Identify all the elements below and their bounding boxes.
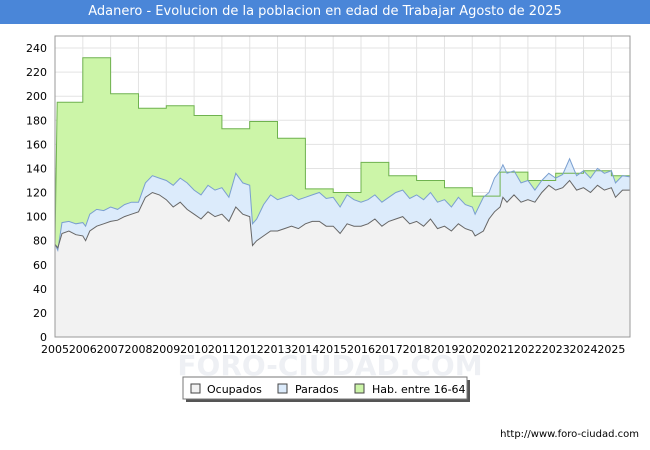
legend-box — [182, 376, 468, 400]
y-tick-label: 0 — [40, 331, 47, 344]
x-tick-label: 2011 — [208, 343, 236, 356]
y-tick-label: 200 — [26, 90, 47, 103]
x-tick-label: 2022 — [514, 343, 542, 356]
y-tick-label: 140 — [26, 162, 47, 175]
x-tick-label: 2020 — [458, 343, 486, 356]
x-tick-label: 2013 — [264, 343, 292, 356]
plot-border — [54, 35, 631, 338]
legend-label-habitantes: Hab. entre 16-64 — [372, 383, 466, 396]
x-tick-label: 2008 — [124, 343, 152, 356]
y-tick-label: 180 — [26, 114, 47, 127]
x-tick-label: 2021 — [486, 343, 514, 356]
legend-swatch-habitantes — [354, 383, 365, 394]
chart-title: Adanero - Evolucion de la poblacion en e… — [0, 0, 650, 24]
x-tick-label: 2005 — [41, 343, 69, 356]
series-areas — [55, 57, 630, 337]
y-tick-label: 80 — [33, 235, 47, 248]
area-ocupados — [55, 180, 630, 337]
x-axis-ticks: 2005 2006 2007 2008 2009 2010 2011 2012 2013 2014… — [41, 343, 625, 356]
x-tick-label: 2007 — [97, 343, 125, 356]
x-tick-label: 2018 — [403, 343, 431, 356]
line-ocupados — [54, 179, 630, 249]
x-tick-label: 2017 — [375, 343, 403, 356]
y-tick-label: 60 — [33, 259, 47, 272]
x-tick-label: 2019 — [430, 343, 458, 356]
legend-swatch-ocupados — [190, 383, 201, 394]
x-tick-label: 2010 — [180, 343, 208, 356]
x-tick-label: 2025 — [597, 343, 625, 356]
y-tick-label: 160 — [26, 138, 47, 151]
x-tick-label: 2016 — [347, 343, 375, 356]
x-tick-label: 2009 — [152, 343, 180, 356]
x-tick-label: 2012 — [236, 343, 264, 356]
x-tick-label: 2024 — [570, 343, 598, 356]
legend-label-parados: Parados — [295, 383, 339, 396]
legend-label-ocupados: Ocupados — [207, 383, 262, 396]
x-tick-label: 2023 — [542, 343, 570, 356]
y-tick-label: 40 — [33, 283, 47, 296]
line-parados — [54, 157, 631, 253]
y-tick-label: 120 — [26, 187, 47, 200]
source-url: http://www.foro-ciudad.com — [500, 429, 639, 440]
x-tick-label: 2014 — [291, 343, 319, 356]
y-tick-label: 100 — [26, 211, 47, 224]
y-tick-label: 240 — [26, 42, 47, 55]
y-axis-ticks: 0 20 40 60 80 100 120 140 160 180 200 220 240 — [26, 42, 47, 344]
x-tick-label: 2015 — [319, 343, 347, 356]
y-tick-label: 20 — [33, 307, 47, 320]
series-lines — [54, 57, 631, 253]
x-tick-label: 2006 — [69, 343, 97, 356]
legend: Ocupados Parados Hab. entre 16-64 — [182, 376, 470, 402]
y-tick-label: 220 — [26, 66, 47, 79]
legend-swatch-parados — [277, 383, 288, 394]
